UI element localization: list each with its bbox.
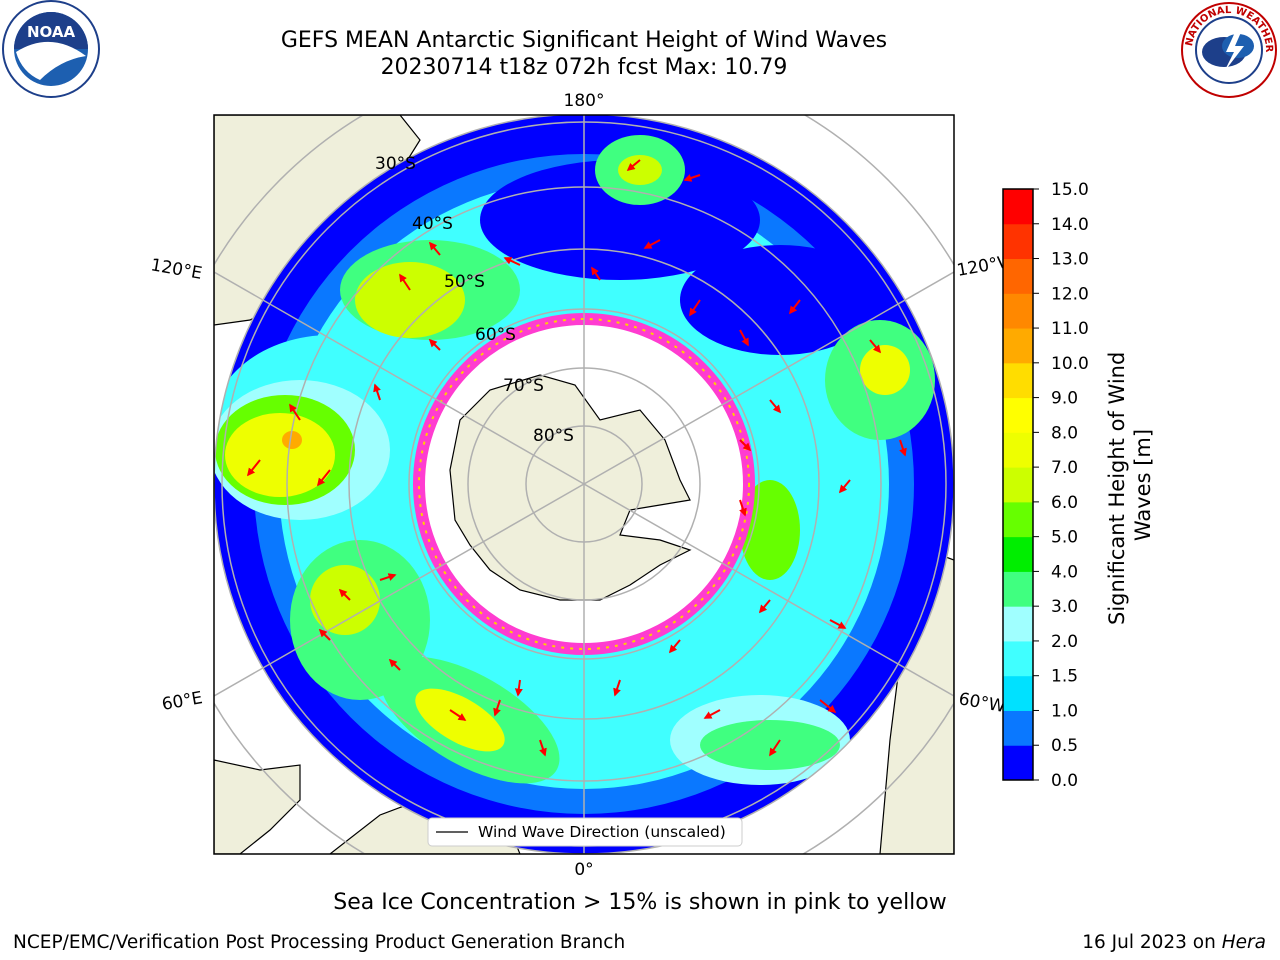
colorbar-label: Significant Height of Wind Waves [m]	[1105, 345, 1155, 625]
colorbar-tick-label: 14.0	[1051, 215, 1089, 235]
footer-org: NCEP/EMC/Verification Post Processing Pr…	[13, 932, 626, 953]
colorbar-tick-label: 13.0	[1051, 250, 1089, 270]
colorbar-segment	[1003, 501, 1033, 538]
legend-label: Wind Wave Direction (unscaled)	[478, 823, 726, 841]
lon-label-120e: 120°E	[149, 255, 203, 284]
colorbar-segment	[1003, 397, 1033, 433]
colorbar-segment	[1003, 640, 1033, 677]
lat-label-50s: 50°S	[444, 272, 485, 292]
colorbar-frame	[1002, 188, 1034, 781]
sea-ice-note: Sea Ice Concentration > 15% is shown in …	[333, 890, 947, 915]
colorbar-tick-label: 12.0	[1051, 284, 1089, 304]
footer-date: 16 Jul 2023 on Hera	[1082, 932, 1266, 953]
colorbar-tick-label: 0.0	[1051, 771, 1078, 791]
colorbar-segment	[1003, 362, 1033, 399]
colorbar-segment	[1003, 536, 1033, 572]
colorbar-tick-label: 10.0	[1051, 354, 1089, 374]
lon-label-0: 0°	[574, 860, 593, 880]
colorbar-segment	[1003, 328, 1033, 364]
colorbar-segment	[1003, 745, 1033, 781]
colorbar-segment	[1003, 467, 1033, 503]
colorbar-label-line1: Significant Height of Wind	[1105, 352, 1129, 625]
lon-label-60w: 60°W	[957, 689, 1007, 717]
lat-label-60s: 60°S	[475, 325, 516, 345]
colorbar-tick-label: 5.0	[1051, 528, 1078, 548]
colorbar-tick-label: 15.0	[1051, 180, 1089, 200]
lat-label-70s: 70°S	[503, 376, 544, 396]
colorbar-segment	[1003, 258, 1033, 294]
colorbar-segment	[1003, 223, 1033, 260]
map-subtitle: 20230714 t18z 072h fcst Max: 10.79	[380, 55, 788, 80]
map-frame	[213, 114, 955, 855]
colorbar-label-line2: Waves [m]	[1131, 429, 1155, 541]
colorbar-segment	[1003, 675, 1033, 711]
map-title: GEFS MEAN Antarctic Significant Height o…	[280, 28, 888, 53]
colorbar-tick-label: 2.0	[1051, 632, 1078, 652]
lon-label-180: 180°	[564, 91, 605, 111]
footer-system: Hera	[1221, 932, 1266, 953]
wave-direction-arrows	[247, 159, 907, 757]
colorbar-tick-label: 0.5	[1051, 736, 1078, 756]
colorbar-segment	[1003, 189, 1033, 225]
colorbar-tick-label: 11.0	[1051, 319, 1089, 339]
colorbar-tick-label: 9.0	[1051, 389, 1078, 409]
lat-label-40s: 40°S	[412, 214, 453, 234]
noaa-logo: NOAA	[2, 0, 100, 98]
colorbar-tick-label: 7.0	[1051, 458, 1078, 478]
colorbar-tick-label: 4.0	[1051, 562, 1078, 582]
colorbar-tick-label: 1.5	[1051, 667, 1078, 687]
noaa-logo-text: NOAA	[27, 23, 76, 41]
colorbar-segment	[1003, 710, 1033, 746]
map-legend: Wind Wave Direction (unscaled)	[427, 817, 743, 847]
colorbar-segment	[1003, 432, 1033, 468]
nws-logo: NATIONAL WEATHER SERVICE	[1178, 0, 1277, 98]
lon-label-60e: 60°E	[160, 688, 204, 715]
colorbar-tick-label: 8.0	[1051, 423, 1078, 443]
colorbar-tick-label: 6.0	[1051, 493, 1078, 513]
antarctica	[449, 374, 692, 601]
colorbar-segment	[1003, 571, 1033, 607]
colorbar: 0.0 0.5 1.0 1.5 2.0 3.0 4.0 5.0 6.0 7.0 8.0 9.0 10.0…	[1003, 180, 1089, 791]
colorbar-segment	[1003, 293, 1033, 329]
colorbar-tick-label: 1.0	[1051, 701, 1078, 721]
lat-label-30s: 30°S	[375, 154, 416, 174]
footer-date-text: 16 Jul 2023 on	[1082, 932, 1216, 953]
colorbar-tick-label: 3.0	[1051, 597, 1078, 617]
lat-label-80s: 80°S	[533, 426, 574, 446]
colorbar-segment	[1003, 606, 1033, 642]
